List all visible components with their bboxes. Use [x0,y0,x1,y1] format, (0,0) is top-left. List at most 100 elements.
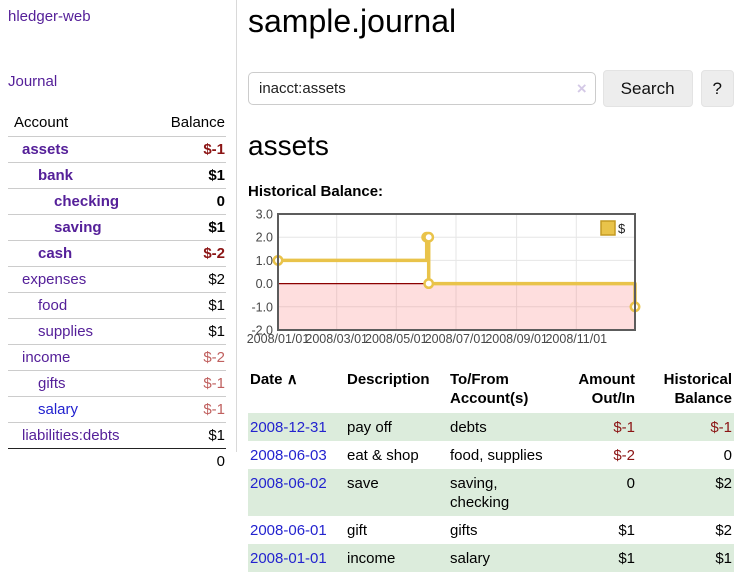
register-table: Date ∧ Description To/From Account(s) Am… [248,367,734,572]
account-balance: $1 [208,297,225,314]
transaction-balance: $-1 [710,419,732,436]
chart-y-axis-labels: 3.0 2.0 1.0 0.0 -1.0 -2.0 [251,208,273,338]
transaction-description: eat & shop [347,447,419,464]
page-title: sample.journal [248,3,457,39]
chart-border [277,213,636,331]
account-balance: $-2 [203,349,225,366]
transaction-date-link[interactable]: 2008-06-01 [250,522,327,539]
transaction-description: income [347,550,396,567]
search-box: × [248,72,596,105]
transaction-balance: 0 [723,447,732,464]
account-balance: $-1 [203,141,225,158]
transaction-description: save [347,475,379,492]
search-input[interactable] [248,72,596,105]
help-button[interactable]: ? [700,70,734,107]
svg-text:2008/01/01: 2008/01/01 [247,332,310,346]
svg-text:2008/07/01: 2008/07/01 [425,332,488,346]
transaction-balance: $1 [715,550,732,567]
transaction-accounts: saving, checking [450,475,510,511]
svg-text:1.0: 1.0 [256,254,273,268]
transaction-balance: $2 [715,522,732,539]
account-balance: $-1 [203,375,225,392]
account-link-food[interactable]: food [38,297,68,314]
account-link-salary[interactable]: salary [38,401,79,418]
clear-search-icon[interactable]: × [576,79,587,98]
account-balance: $1 [208,323,225,340]
transaction-date-link[interactable]: 2008-06-02 [250,475,327,492]
transaction-accounts: gifts [450,522,478,539]
transaction-accounts: food, supplies [450,447,543,464]
balance-column-header: Historical Balance [663,371,732,407]
sidebar-account-bank: bank $1 [8,162,226,189]
account-link-saving[interactable]: saving [54,219,102,236]
transaction-amount: $1 [618,550,635,567]
transaction-amount: $-2 [613,447,635,464]
transaction-date-link[interactable]: 2008-12-31 [250,419,327,436]
register-row: 2008-12-31 pay off debts $-1 $-1 [248,413,734,441]
register-row: 2008-06-02 save saving, checking 0 $2 [248,469,734,516]
balance-column-header: Balance [170,114,225,131]
transaction-amount: 0 [626,475,635,492]
accounts-column-header: To/From Account(s) [450,371,529,407]
account-link-checking[interactable]: checking [54,193,120,210]
sidebar-total-balance: 0 [216,453,225,470]
transaction-date-link[interactable]: 2008-06-03 [250,447,327,464]
account-link-gifts[interactable]: gifts [38,375,66,392]
svg-text:2008/11/01: 2008/11/01 [545,332,607,346]
account-balance: $-1 [203,401,225,418]
account-link-expenses[interactable]: expenses [22,271,87,288]
chart-x-axis-labels: 2008/01/01 2008/03/01 2008/05/01 2008/07… [247,332,607,346]
legend-label: $ [618,221,626,236]
transaction-accounts: debts [450,419,487,436]
account-balance: $1 [208,219,225,236]
app-brand-link[interactable]: hledger-web [8,8,91,25]
svg-text:3.0: 3.0 [256,208,273,222]
svg-text:0.0: 0.0 [256,277,273,291]
main-content: sample.journal × Search ? assets Histori… [247,0,734,572]
account-balance: $1 [208,167,225,184]
account-link-assets[interactable]: assets [22,141,69,158]
amount-column-header: Amount Out/In [578,371,635,407]
register-row: 2008-06-03 eat & shop food, supplies $-2… [248,441,734,469]
svg-text:2.0: 2.0 [256,231,273,245]
account-link-supplies[interactable]: supplies [38,323,94,340]
sidebar-account-food: food $1 [8,292,226,319]
transaction-amount: $1 [618,522,635,539]
account-link-cash[interactable]: cash [38,245,73,262]
account-balance: $-2 [203,245,225,262]
svg-text:2008/09/01: 2008/09/01 [485,332,548,346]
account-table-header: Account Balance [8,111,226,137]
sidebar-account-gifts: gifts $-1 [8,370,226,397]
transaction-balance: $2 [715,475,732,492]
account-link-liabilities-debts[interactable]: liabilities:debts [22,427,120,444]
transaction-date-link[interactable]: 2008-01-01 [250,550,327,567]
transaction-description: gift [347,522,368,539]
account-column-header: Account [14,114,69,131]
sort-ascending-icon: ∧ [286,371,298,388]
description-column-header: Description [347,371,430,388]
chart-vertical-gridlines [336,214,577,330]
account-link-income[interactable]: income [22,349,71,366]
transaction-description: pay off [347,419,392,436]
sidebar: hledger-web Journal Account Balance asse… [0,0,237,470]
date-column-header[interactable]: Date ∧ [250,371,298,388]
register-header-row: Date ∧ Description To/From Account(s) Am… [248,367,734,413]
sidebar-item-journal[interactable]: Journal [8,73,58,90]
sidebar-account-expenses: expenses $2 [8,266,226,293]
sidebar-total-row: 0 [8,448,226,475]
account-balance: 0 [216,193,225,210]
sidebar-account-checking: checking 0 [8,188,226,215]
search-button[interactable]: Search [602,70,693,107]
register-row: 2008-06-01 gift gifts $1 $2 [248,516,734,544]
account-link-bank[interactable]: bank [38,167,74,184]
legend-swatch-icon [600,220,616,236]
transaction-accounts: salary [450,550,491,567]
sidebar-account-salary: salary $-1 [8,396,226,423]
account-balance: $2 [208,271,225,288]
search-row: × Search ? [248,70,734,107]
transaction-amount: $-1 [613,419,635,436]
chart-title: Historical Balance: [248,183,384,200]
account-heading: assets [248,130,329,161]
account-balance: $1 [208,427,225,444]
svg-text:-1.0: -1.0 [251,300,273,314]
